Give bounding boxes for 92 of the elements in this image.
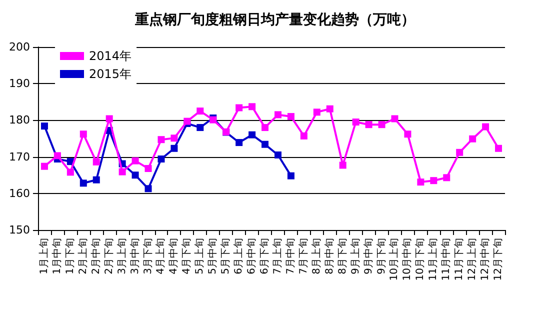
point [469, 135, 476, 142]
point [236, 139, 243, 146]
x-tick-label: 1月上旬 [38, 238, 50, 274]
point [262, 140, 269, 148]
x-tick-label: 7月中旬 [284, 238, 296, 274]
x-tick-label: 3月上旬 [116, 238, 128, 274]
point [443, 174, 450, 182]
x-tick-label: 12月下旬 [492, 238, 504, 281]
point [352, 118, 360, 126]
point [118, 168, 126, 176]
point [365, 121, 372, 128]
point [248, 131, 256, 138]
x-tick-label: 4月中旬 [168, 238, 180, 274]
legend-label: 2014年 [89, 49, 132, 63]
x-tick-label: 2月上旬 [76, 238, 89, 274]
point [495, 144, 502, 152]
point [132, 172, 139, 179]
point [274, 151, 282, 158]
point [144, 165, 152, 172]
x-tick-label: 5月下旬 [220, 238, 232, 274]
point [132, 157, 139, 164]
point [391, 115, 398, 122]
point [287, 113, 294, 120]
point [482, 123, 490, 130]
x-tick-label: 10月下旬 [414, 238, 426, 281]
y-tick-label: 190 [9, 77, 30, 90]
point [40, 122, 48, 130]
point [326, 105, 334, 112]
x-tick-label: 5月上旬 [194, 238, 206, 274]
point [236, 104, 243, 112]
point [378, 121, 386, 128]
point [456, 148, 464, 156]
point [430, 177, 438, 184]
x-tick-label: 9月中旬 [362, 238, 374, 274]
point [40, 162, 48, 170]
point [262, 124, 269, 132]
x-tick-label: 8月上旬 [310, 238, 322, 274]
x-tick-label: 8月下旬 [336, 238, 348, 274]
x-tick-label: 9月上旬 [349, 238, 362, 274]
x-tick-label: 6月中旬 [246, 238, 258, 274]
point [92, 176, 100, 184]
chart-title: 重点钢厂旬度粗钢日均产量变化趋势（万吨） [134, 11, 415, 28]
x-tick-label: 4月下旬 [180, 238, 193, 274]
point [170, 134, 178, 142]
legend-label: 2015年 [89, 67, 132, 81]
point [196, 108, 204, 115]
point [158, 155, 165, 162]
x-tick-label: 7月上旬 [271, 238, 284, 274]
point [184, 118, 191, 125]
y-tick-label: 160 [9, 186, 30, 200]
point [92, 158, 100, 166]
x-tick-label: 1月下旬 [64, 238, 76, 274]
y-tick-label: 180 [9, 114, 30, 127]
x-tick-label: 3月下旬 [142, 238, 154, 274]
point [54, 152, 61, 160]
point [248, 103, 256, 110]
x-tick-label: 12月中旬 [479, 238, 492, 281]
x-tick-label: 6月下旬 [258, 238, 271, 274]
point [106, 115, 113, 122]
x-tick-label: 2月下旬 [102, 238, 115, 274]
x-tick-label: 11月中旬 [440, 238, 452, 281]
x-tick-label: 6月上旬 [232, 238, 245, 274]
point [158, 136, 165, 144]
point [144, 185, 152, 192]
point [66, 168, 74, 176]
x-tick-label: 2月中旬 [90, 238, 102, 274]
x-tick-label: 9月下旬 [375, 238, 388, 274]
x-tick-label: 11月上旬 [427, 238, 440, 281]
point [313, 108, 320, 116]
point [80, 180, 87, 187]
point [339, 162, 346, 169]
y-tick-label: 200 [9, 40, 30, 54]
point [300, 132, 308, 140]
x-tick-label: 3月中旬 [128, 238, 141, 274]
point [287, 172, 294, 180]
x-tick-label: 11月下旬 [453, 238, 466, 281]
point [80, 130, 87, 138]
x-tick-label: 5月中旬 [206, 238, 219, 274]
point [196, 124, 204, 132]
y-tick-label: 150 [9, 224, 30, 236]
x-tick-label: 10月上旬 [388, 238, 400, 281]
x-tick-label: 7月下旬 [297, 238, 310, 274]
point [404, 130, 412, 138]
x-tick-label: 10月中旬 [401, 238, 414, 281]
x-tick-label: 8月中旬 [323, 238, 336, 274]
y-tick-label: 170 [9, 150, 30, 164]
point [170, 144, 178, 152]
x-tick-label: 1月中旬 [50, 238, 63, 274]
point [274, 111, 282, 118]
point [417, 178, 424, 186]
x-tick-label: 12月上旬 [466, 238, 478, 281]
x-tick-label: 4月上旬 [154, 238, 167, 274]
